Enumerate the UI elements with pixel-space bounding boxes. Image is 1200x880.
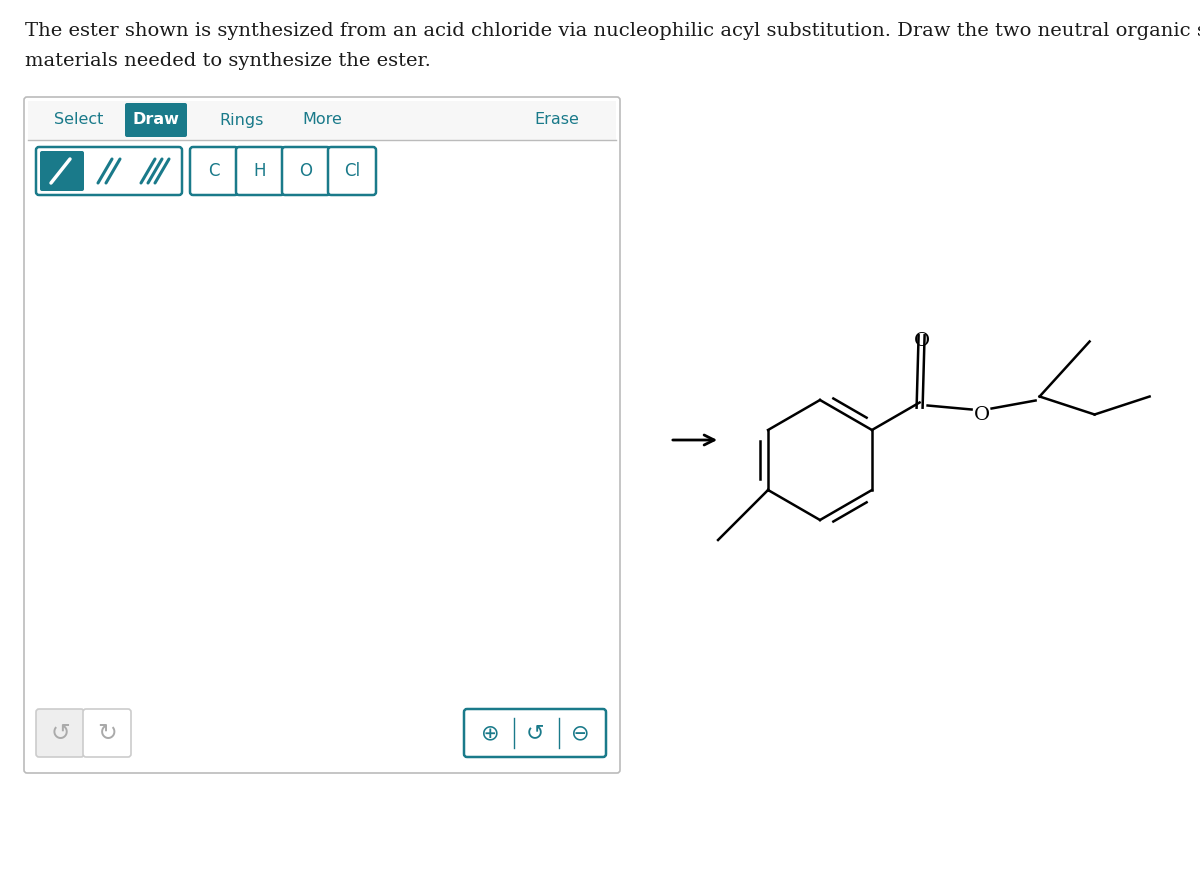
Text: O: O	[973, 406, 990, 423]
FancyBboxPatch shape	[83, 709, 131, 757]
Text: O: O	[913, 332, 930, 349]
Bar	[28, 101, 616, 141]
Text: Select: Select	[54, 113, 103, 128]
FancyBboxPatch shape	[190, 147, 238, 195]
Text: H: H	[253, 162, 266, 180]
Text: ⊖: ⊖	[571, 723, 589, 743]
Text: ↺: ↺	[526, 723, 545, 743]
Text: Erase: Erase	[534, 113, 580, 128]
Text: O: O	[300, 162, 312, 180]
Text: C: C	[209, 162, 220, 180]
FancyBboxPatch shape	[236, 147, 284, 195]
Text: materials needed to synthesize the ester.: materials needed to synthesize the ester…	[25, 52, 431, 70]
Text: Cl: Cl	[344, 162, 360, 180]
Text: ↻: ↻	[97, 721, 116, 745]
Text: More: More	[302, 113, 342, 128]
Text: Draw: Draw	[132, 113, 180, 128]
Text: Rings: Rings	[220, 113, 264, 128]
FancyBboxPatch shape	[464, 709, 606, 757]
FancyBboxPatch shape	[24, 97, 620, 773]
FancyBboxPatch shape	[36, 147, 182, 195]
FancyBboxPatch shape	[125, 103, 187, 137]
FancyBboxPatch shape	[282, 147, 330, 195]
Text: The ester shown is synthesized from an acid chloride via nucleophilic acyl subst: The ester shown is synthesized from an a…	[25, 22, 1200, 40]
FancyBboxPatch shape	[40, 151, 84, 191]
FancyBboxPatch shape	[36, 709, 84, 757]
Text: ↺: ↺	[50, 721, 70, 745]
FancyBboxPatch shape	[328, 147, 376, 195]
Text: ⊕: ⊕	[481, 723, 499, 743]
